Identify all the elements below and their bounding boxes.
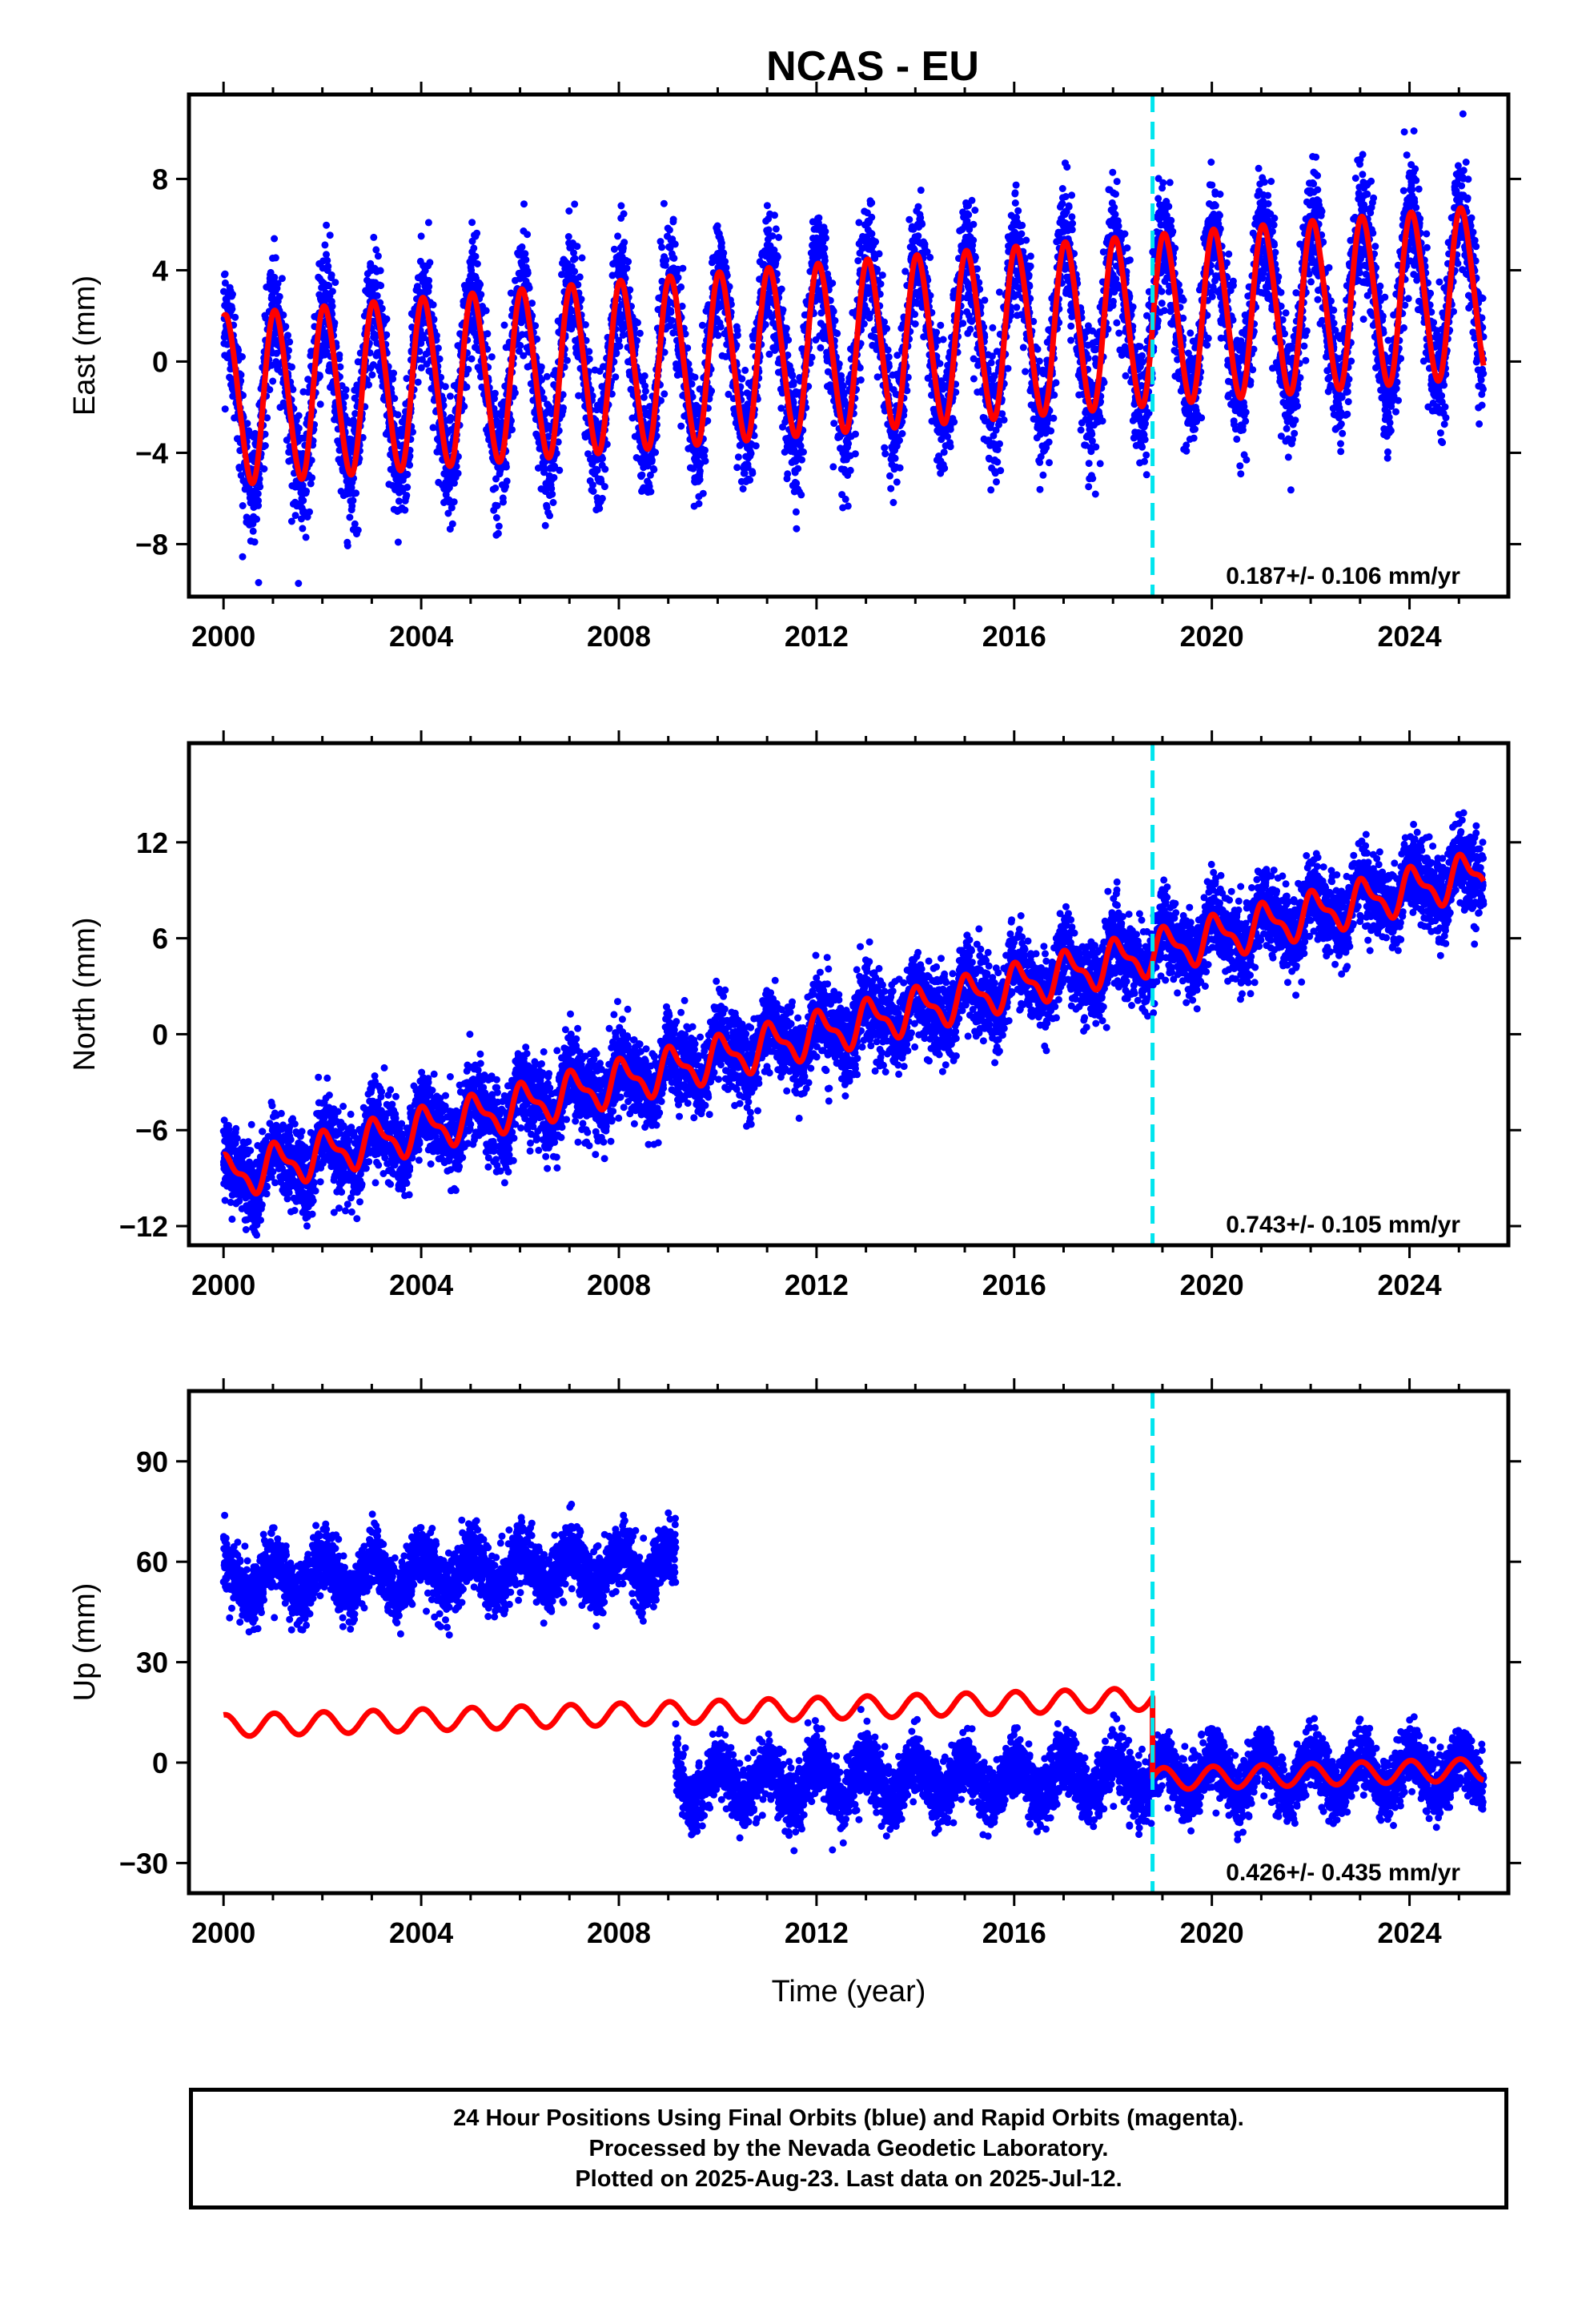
y-tick-label: 6 <box>152 923 168 955</box>
y-tick-label: 8 <box>152 163 168 195</box>
y-tick-label: −12 <box>119 1210 168 1243</box>
x-tick-label: 2000 <box>191 1269 255 1301</box>
chart-title: NCAS - EU <box>766 43 979 90</box>
x-tick-label: 2024 <box>1378 1269 1442 1301</box>
data-point-series <box>219 809 1488 1239</box>
x-tick-label: 2004 <box>389 1916 453 1949</box>
x-tick-label: 2016 <box>982 1916 1046 1949</box>
y-tick-label: −8 <box>135 528 168 561</box>
y-tick-label: 30 <box>136 1647 168 1679</box>
plot-frame <box>187 741 1511 1248</box>
x-tick-label: 2004 <box>389 620 453 653</box>
y-tick-label: −6 <box>135 1114 168 1147</box>
x-tick-label: 2000 <box>191 1916 255 1949</box>
y-tick-label: −30 <box>119 1847 168 1880</box>
velocity-annotation: 0.743+/- 0.105 mm/yr <box>1226 1212 1460 1238</box>
x-tick-label: 2020 <box>1180 1916 1244 1949</box>
y-tick-label: 0 <box>152 1018 168 1051</box>
footer-line-1: 24 Hour Positions Using Final Orbits (bl… <box>453 2105 1244 2131</box>
x-tick-label: 2024 <box>1378 1916 1442 1949</box>
plot-frame <box>187 1389 1511 1896</box>
y-tick-label: 60 <box>136 1546 168 1578</box>
x-tick-label: 2008 <box>587 1269 651 1301</box>
panel-2: 2000 2004 2008 2012 2016 2020 2024 −12 −6 0 6 12 Nor… <box>68 730 1521 1301</box>
data-points <box>220 110 1488 587</box>
y-tick-label: 12 <box>136 826 168 859</box>
y-tick-label: 4 <box>152 254 168 287</box>
x-tick-label: 2020 <box>1180 1269 1244 1301</box>
panel-1: 2000 2004 2008 2012 2016 2020 2024 −8 −4 0 4 8 East … <box>68 43 1521 653</box>
y-tick-label: 0 <box>152 1747 168 1779</box>
data-point-series <box>219 1500 1488 1855</box>
data-points <box>219 1500 1488 1855</box>
x-tick-label: 2020 <box>1180 620 1244 653</box>
model-fit-line <box>220 205 1487 487</box>
footer-line-3: Plotted on 2025-Aug-23. Last data on 202… <box>575 2166 1122 2192</box>
data-points <box>219 809 1488 1239</box>
footer-caption-box: 24 Hour Positions Using Final Orbits (bl… <box>189 2088 1508 2209</box>
model-fit-line <box>221 1686 1486 1792</box>
y-axis-label: Up (mm) <box>68 1583 102 1702</box>
velocity-annotation: 0.426+/- 0.435 mm/yr <box>1226 1860 1460 1886</box>
panel-3: 2000 2004 2008 2012 2016 2020 2024 −30 0 30 60 90 Up… <box>68 1378 1521 2008</box>
x-tick-label: 2016 <box>982 620 1046 653</box>
x-tick-label: 2024 <box>1378 620 1442 653</box>
x-tick-label: 2008 <box>587 620 651 653</box>
x-tick-label: 2004 <box>389 1269 453 1301</box>
y-axis-label: North (mm) <box>68 917 102 1071</box>
footer-line-2: Processed by the Nevada Geodetic Laborat… <box>588 2136 1109 2161</box>
x-tick-label: 2016 <box>982 1269 1046 1301</box>
x-tick-label: 2008 <box>587 1916 651 1949</box>
y-axis-label: East (mm) <box>68 275 102 416</box>
x-tick-label: 2012 <box>785 620 849 653</box>
plot-frame <box>187 92 1511 599</box>
velocity-annotation: 0.187+/- 0.106 mm/yr <box>1226 563 1460 589</box>
y-tick-label: 0 <box>152 345 168 378</box>
x-tick-label: 2012 <box>785 1916 849 1949</box>
x-tick-label: 2012 <box>785 1269 849 1301</box>
y-tick-label: 90 <box>136 1445 168 1478</box>
x-tick-label: 2000 <box>191 620 255 653</box>
x-axis-label: Time (year) <box>772 1975 926 2008</box>
y-tick-label: −4 <box>135 436 168 469</box>
model-fit-line <box>221 851 1487 1197</box>
